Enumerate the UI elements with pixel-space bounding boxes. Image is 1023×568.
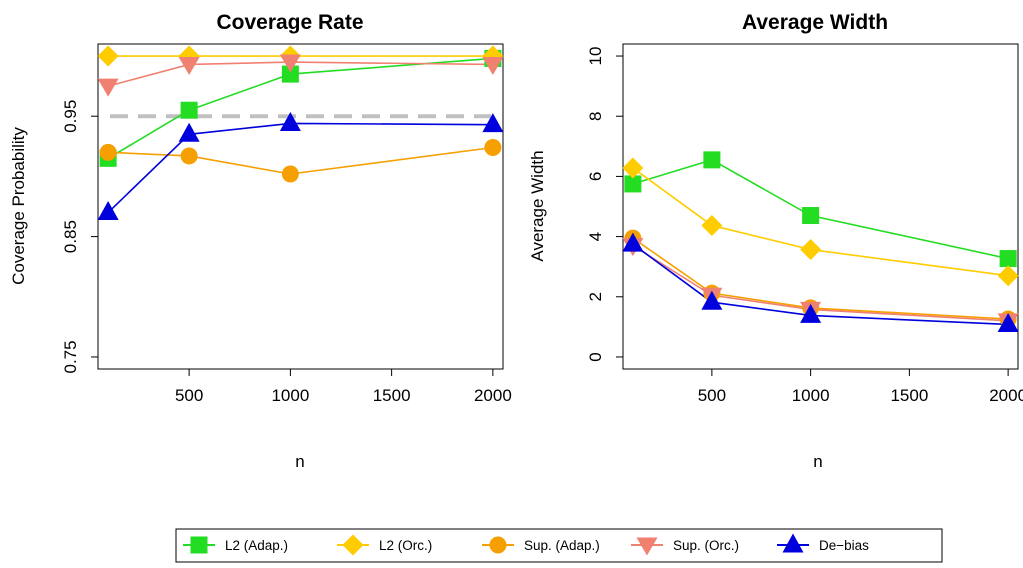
- average-width-y-tick-label: 4: [586, 232, 605, 241]
- average-width-axes: 500 1000 1500 2000 0 2 4 6 8 10: [586, 47, 1023, 405]
- coverage-rate-axes: 500 1000 1500 2000 0.75 0.85 0.95: [61, 100, 512, 405]
- coverage-rate-l2-orc-point: [178, 45, 200, 67]
- average-width-de-bias-point: [800, 303, 822, 323]
- legend-sup-orc-marker: [636, 537, 658, 556]
- average-width-de-bias-point: [622, 232, 644, 252]
- average-width-l2-orc-line: [632, 167, 1009, 277]
- coverage-rate-sup-orc-point: [97, 78, 119, 97]
- coverage-rate-x-tick-label: 1500: [373, 386, 411, 405]
- coverage-rate-y-tick-label: 0.75: [61, 340, 80, 373]
- average-width-y-tick-label: 2: [586, 292, 605, 301]
- coverage-rate-x-tick-label: 1000: [271, 386, 309, 405]
- average-width-y-tick-label: 10: [586, 47, 605, 66]
- average-width-l2-adap-point: [999, 250, 1017, 268]
- legend-l2-adap-marker: [190, 536, 208, 554]
- coverage-rate-de-bias-point: [97, 201, 119, 221]
- legend-de-bias-marker: [782, 533, 804, 553]
- coverage-rate-sup-adap-point: [99, 143, 117, 161]
- average-width-l2-adap-line: [632, 158, 1009, 260]
- average-width-l2-orc-point: [997, 265, 1019, 287]
- coverage-rate-y-axis-label: Coverage Probability: [9, 127, 28, 285]
- legend-sup-adap-label: Sup. (Adap.): [524, 538, 600, 553]
- coverage-rate-panel: Coverage Rate 500 1000 1500 2000 0.75 0.85 0.9…: [9, 11, 512, 471]
- legend-sup-orc-label: Sup. (Orc.): [673, 538, 739, 553]
- average-width-de-bias-point: [997, 312, 1019, 332]
- average-width-x-tick-label: 1500: [890, 386, 928, 405]
- coverage-rate-x-tick-label: 2000: [474, 386, 512, 405]
- coverage-rate-title: Coverage Rate: [216, 11, 363, 34]
- coverage-rate-sup-orc-point: [279, 54, 301, 73]
- average-width-y-tick-label: 6: [586, 172, 605, 181]
- average-width-panel: Average Width 500 1000 1500 2000 0 2 4 6 8 10 n A…: [528, 11, 1023, 471]
- coverage-rate-sup-adap-point: [484, 139, 502, 157]
- average-width-l2-orc-point: [701, 214, 723, 236]
- average-width-de-bias-line: [632, 243, 1009, 326]
- average-width-l2-adap-point: [624, 175, 642, 193]
- coverage-rate-sup-adap-point: [180, 147, 198, 165]
- average-width-x-tick-label: 500: [698, 386, 726, 405]
- average-width-y-axis-label: Average Width: [528, 150, 547, 261]
- coverage-rate-y-tick-label: 0.95: [61, 100, 80, 133]
- legend-de-bias-label: De−bias: [819, 538, 869, 553]
- coverage-rate-de-bias-line: [107, 122, 493, 214]
- legend-l2-orc-marker: [342, 534, 364, 556]
- coverage-rate-sup-orc-point: [178, 56, 200, 75]
- coverage-rate-x-tick-label: 500: [175, 386, 203, 405]
- coverage-rate-de-bias-point: [482, 113, 504, 133]
- average-width-y-tick-label: 8: [586, 111, 605, 120]
- legend: L2 (Adap.) L2 (Orc.) Sup. (Adap.) Sup. (Orc…: [175, 528, 943, 563]
- coverage-rate-l2-orc-point: [97, 45, 119, 67]
- coverage-rate-de-bias-point: [279, 111, 301, 131]
- coverage-rate-sup-orc-point: [482, 56, 504, 75]
- average-width-l2-orc-point: [622, 157, 644, 179]
- coverage-rate-plot-frame: [97, 43, 504, 370]
- average-width-l2-adap-point: [703, 151, 721, 169]
- average-width-sup-orc-line: [632, 244, 1009, 322]
- coverage-rate-marks: [97, 45, 504, 221]
- coverage-rate-y-tick-label: 0.85: [61, 220, 80, 253]
- average-width-sup-adap-line: [632, 237, 1009, 320]
- average-width-de-bias-point: [701, 290, 723, 310]
- average-width-l2-orc-point: [800, 239, 822, 261]
- coverage-rate-l2-adap-point: [180, 101, 198, 119]
- average-width-x-tick-label: 2000: [989, 386, 1023, 405]
- average-width-title: Average Width: [742, 11, 888, 34]
- legend-l2-orc-label: L2 (Orc.): [379, 538, 432, 553]
- coverage-rate-sup-adap-line: [108, 146, 493, 175]
- average-width-marks: [622, 151, 1019, 332]
- coverage-rate-sup-adap-point: [281, 165, 299, 183]
- coverage-rate-de-bias-point: [178, 122, 200, 142]
- legend-l2-adap-label: L2 (Adap.): [225, 538, 288, 553]
- coverage-rate-x-axis-label: n: [295, 452, 304, 471]
- legend-sup-adap-marker: [489, 536, 507, 554]
- average-width-plot-frame: [622, 43, 1019, 370]
- legend-box: [175, 528, 943, 563]
- coverage-rate-l2-adap-point: [281, 65, 299, 83]
- average-width-x-tick-label: 1000: [792, 386, 830, 405]
- coverage-rate-l2-adap-line: [107, 57, 493, 160]
- average-width-y-tick-label: 0: [586, 352, 605, 361]
- average-width-l2-adap-point: [802, 207, 820, 225]
- coverage-rate-sup-orc-line: [107, 61, 493, 87]
- coverage-rate-l2-orc-point: [482, 45, 504, 67]
- average-width-x-axis-label: n: [813, 452, 822, 471]
